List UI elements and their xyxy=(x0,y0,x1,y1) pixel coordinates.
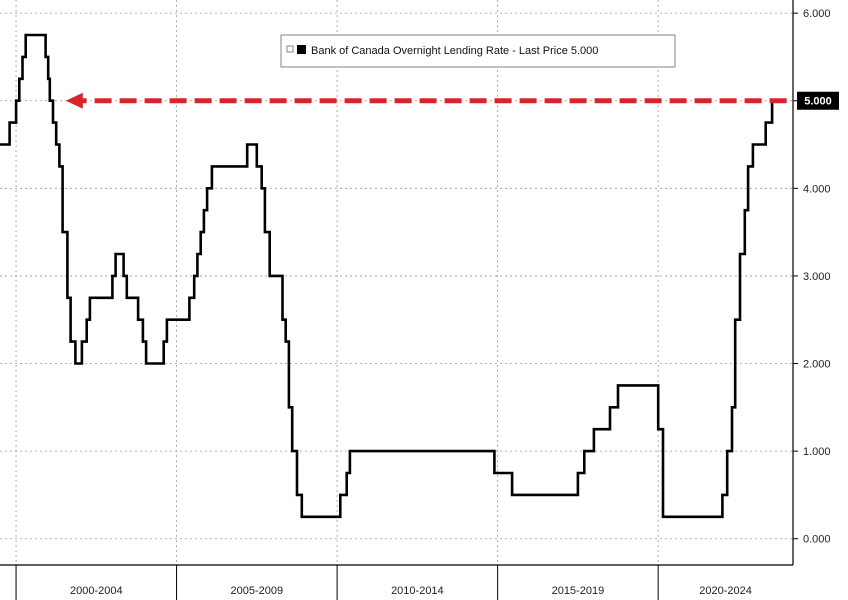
annotation xyxy=(65,92,787,109)
legend-swatch xyxy=(297,45,306,54)
annotation-arrowhead-icon xyxy=(65,92,83,109)
series-line xyxy=(0,33,787,519)
y-tick-label: 3.000 xyxy=(803,271,831,283)
legend-box xyxy=(280,34,676,68)
y-tick-label: 1.000 xyxy=(803,446,831,458)
y-tick-label: 4.000 xyxy=(803,183,831,195)
legend: Bank of Canada Overnight Lending Rate - … xyxy=(280,34,676,68)
x-tick-label: 2015-2019 xyxy=(552,585,605,597)
x-tick-label: 2005-2009 xyxy=(231,585,284,597)
axes xyxy=(0,0,794,566)
y-tick-label: 2.000 xyxy=(803,359,831,371)
x-ticks: 2000-2004 2005-2009 2010-2014 2015-2019 2020… xyxy=(15,565,752,600)
last-value-label: 5.000 xyxy=(804,96,832,108)
x-tick-label: 2010-2014 xyxy=(391,585,444,597)
last-value-badge-bg xyxy=(797,91,839,110)
grid xyxy=(0,0,793,565)
legend-label: Bank of Canada Overnight Lending Rate - … xyxy=(311,45,598,57)
legend-checkbox-icon xyxy=(286,45,294,53)
series xyxy=(0,33,787,519)
x-tick-label: 2000-2004 xyxy=(70,585,123,597)
last-value-badge: 5.000 xyxy=(797,91,839,110)
x-tick-label: 2020-2024 xyxy=(699,585,752,597)
y-tick-label: 0.000 xyxy=(803,534,831,546)
y-tick-label: 6.000 xyxy=(803,8,831,20)
